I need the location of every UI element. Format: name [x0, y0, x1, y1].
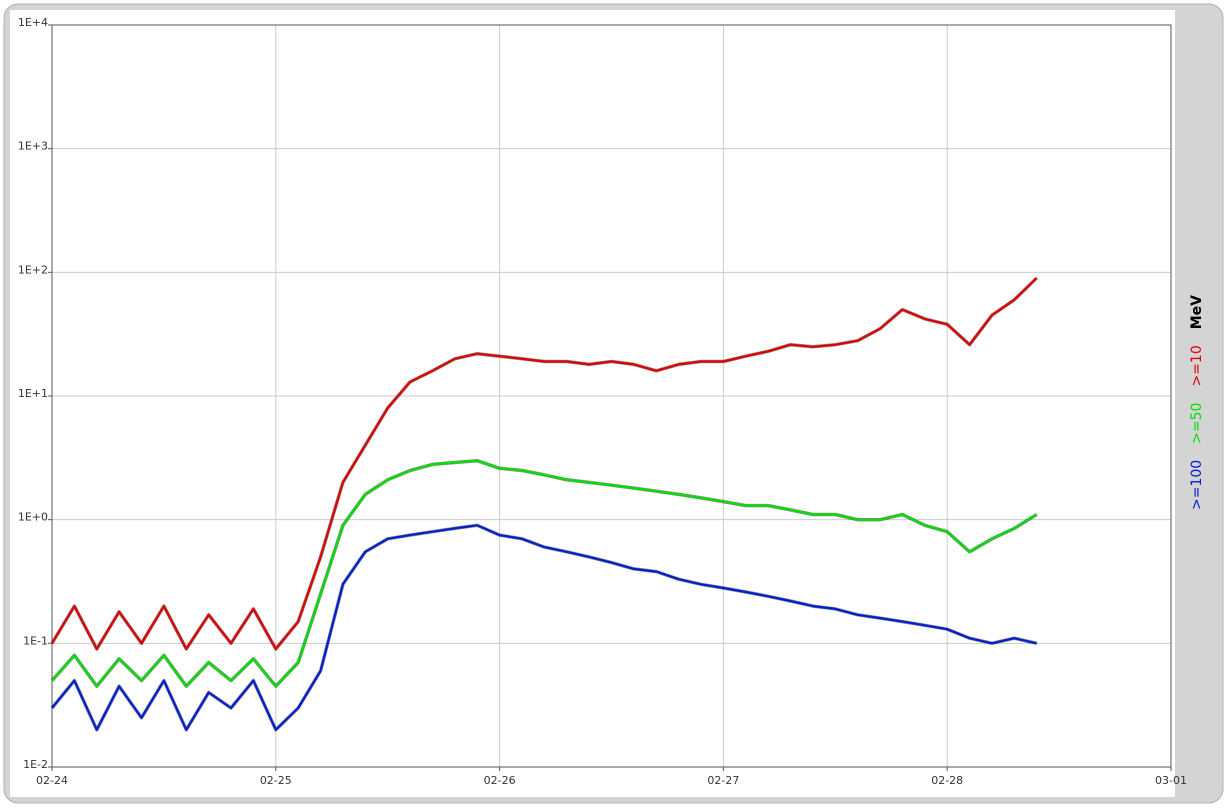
- x-tick-label: 02-24: [36, 774, 68, 787]
- y-tick-label: 1E+2: [18, 263, 48, 276]
- legend-label: >=50: [1189, 403, 1205, 444]
- y-tick-label: 1E+1: [18, 387, 48, 400]
- series-line: [51, 459, 1038, 688]
- x-tick-label: 03-01: [1155, 774, 1187, 787]
- series-line: [51, 277, 1038, 651]
- y-tick-label: 1E+4: [18, 16, 48, 29]
- y-tick-label: 1E-1: [23, 634, 48, 647]
- x-tick-label: 02-28: [931, 774, 963, 787]
- x-tick-label: 02-26: [484, 774, 516, 787]
- y-tick-label: 1E-2: [23, 758, 48, 771]
- plot-border: [51, 24, 1172, 768]
- legend-label: >=100: [1189, 460, 1205, 510]
- series-line: [51, 524, 1037, 731]
- y-tick-label: 1E+3: [18, 140, 48, 153]
- y-tick-label: 1E+0: [18, 511, 48, 524]
- x-tick-label: 02-27: [707, 774, 739, 787]
- legend-label: >=10: [1189, 345, 1205, 386]
- x-tick-label: 02-25: [260, 774, 292, 787]
- unit-label: MeV: [1189, 295, 1205, 329]
